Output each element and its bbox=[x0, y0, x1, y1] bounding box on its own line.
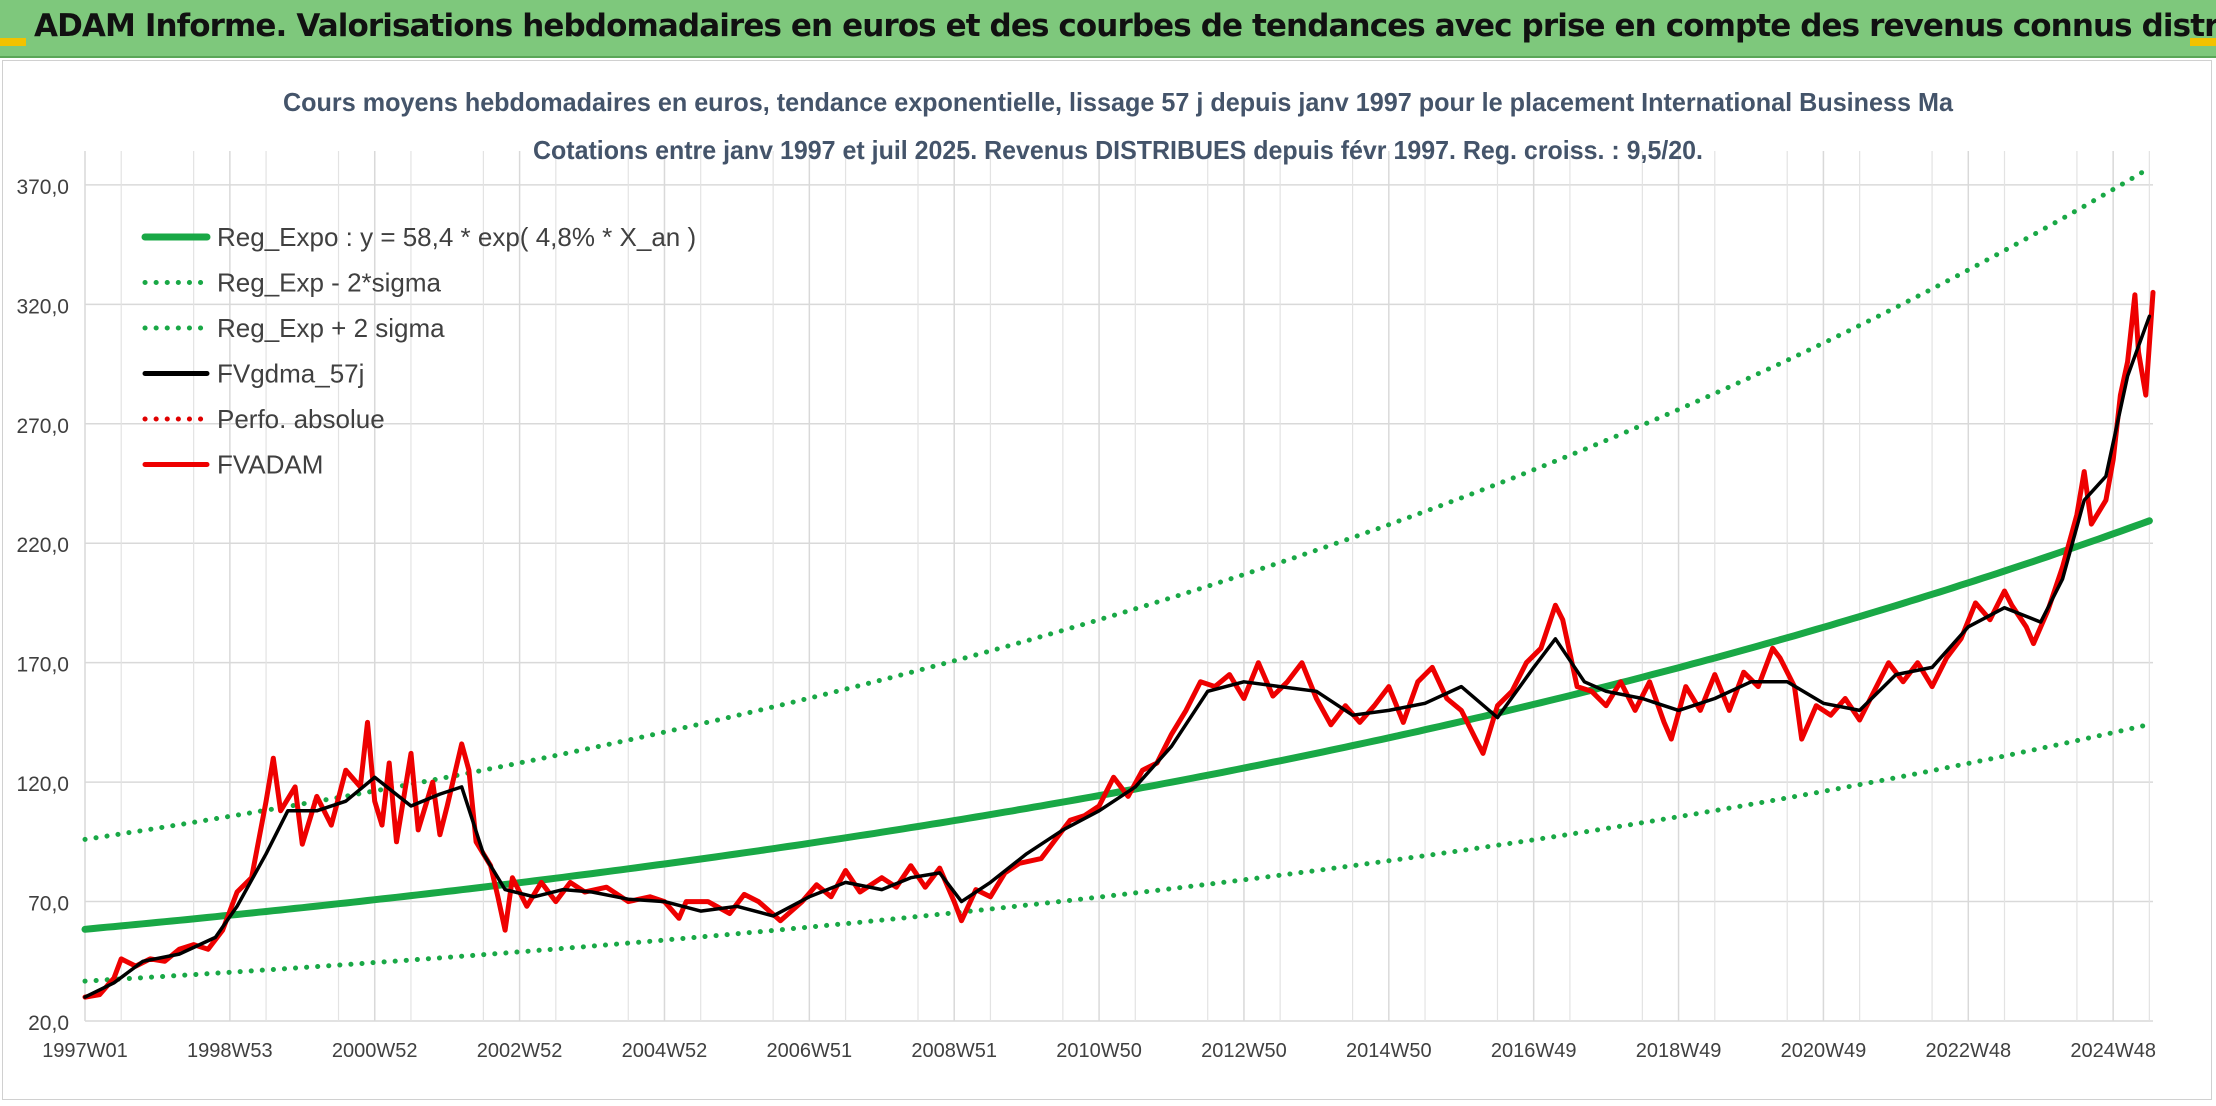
x-tick-label: 2020W49 bbox=[1781, 1040, 1867, 1062]
x-tick-label: 2018W49 bbox=[1636, 1040, 1722, 1062]
x-tick-label: 1997W01 bbox=[42, 1040, 128, 1062]
x-tick-label: 2010W50 bbox=[1056, 1040, 1142, 1062]
corner-marker-right bbox=[2190, 38, 2216, 46]
x-tick-label: 2024W48 bbox=[2070, 1040, 2156, 1062]
x-tick-label: 2016W49 bbox=[1491, 1040, 1577, 1062]
x-tick-label: 2022W48 bbox=[1925, 1040, 2011, 1062]
report-banner: ADAM Informe. Valorisations hebdomadaire… bbox=[0, 0, 2216, 58]
y-tick-label: 320,0 bbox=[16, 295, 69, 318]
x-tick-label: 2004W52 bbox=[622, 1040, 708, 1062]
report-title: ADAM Informe. Valorisations hebdomadaire… bbox=[34, 8, 2216, 44]
corner-marker-left bbox=[0, 38, 26, 46]
chart-title: Cours moyens hebdomadaires en euros, ten… bbox=[283, 87, 1954, 117]
legend-label: FVgdma_57j bbox=[217, 359, 364, 389]
y-axis-ticks: 20,0 70,0 120,0 170,0 220,0 270,0 320,0 370,0 bbox=[16, 176, 69, 1035]
x-tick-label: 2006W51 bbox=[767, 1040, 853, 1062]
chart-frame: 20,0 70,0 120,0 170,0 220,0 270,0 320,0 370,0 1… bbox=[2, 60, 2212, 1100]
y-tick-label: 220,0 bbox=[16, 534, 69, 557]
chart-series bbox=[81, 165, 2156, 1000]
y-tick-label: 20,0 bbox=[28, 1012, 69, 1035]
series-line-1 bbox=[82, 721, 2152, 984]
legend-label: Reg_Exp + 2 sigma bbox=[217, 313, 445, 343]
x-tick-label: 2002W52 bbox=[477, 1040, 563, 1062]
legend-label: Reg_Exp - 2*sigma bbox=[217, 268, 442, 298]
legend-label: Perfo. absolue bbox=[217, 404, 385, 434]
series-line-5 bbox=[82, 289, 2156, 1000]
line-chart: 20,0 70,0 120,0 170,0 220,0 270,0 320,0 370,0 1… bbox=[16, 87, 2156, 1062]
legend-label: FVADAM bbox=[217, 450, 323, 480]
x-tick-label: 2000W52 bbox=[332, 1040, 418, 1062]
y-tick-label: 120,0 bbox=[16, 773, 69, 796]
series-line-0 bbox=[81, 517, 2153, 933]
y-tick-label: 370,0 bbox=[16, 176, 69, 199]
x-tick-label: 2008W51 bbox=[911, 1040, 997, 1062]
x-tick-label: 2014W50 bbox=[1346, 1040, 1432, 1062]
legend-label: Reg_Expo : y = 58,4 * exp( 4,8% * X_an ) bbox=[217, 222, 696, 252]
x-tick-label: 2012W50 bbox=[1201, 1040, 1287, 1062]
chart-subtitle: Cotations entre janv 1997 et juil 2025. … bbox=[533, 135, 1703, 165]
y-tick-label: 170,0 bbox=[16, 654, 69, 677]
chart-legend: Reg_Expo : y = 58,4 * exp( 4,8% * X_an )… bbox=[141, 222, 696, 480]
x-axis-ticks: 1997W01 1998W53 2000W52 2002W52 2004W52 2006W… bbox=[42, 1040, 2156, 1062]
y-tick-label: 270,0 bbox=[16, 415, 69, 438]
series-line-3 bbox=[83, 314, 2152, 999]
x-tick-label: 1998W53 bbox=[187, 1040, 273, 1062]
y-tick-label: 70,0 bbox=[28, 893, 69, 916]
